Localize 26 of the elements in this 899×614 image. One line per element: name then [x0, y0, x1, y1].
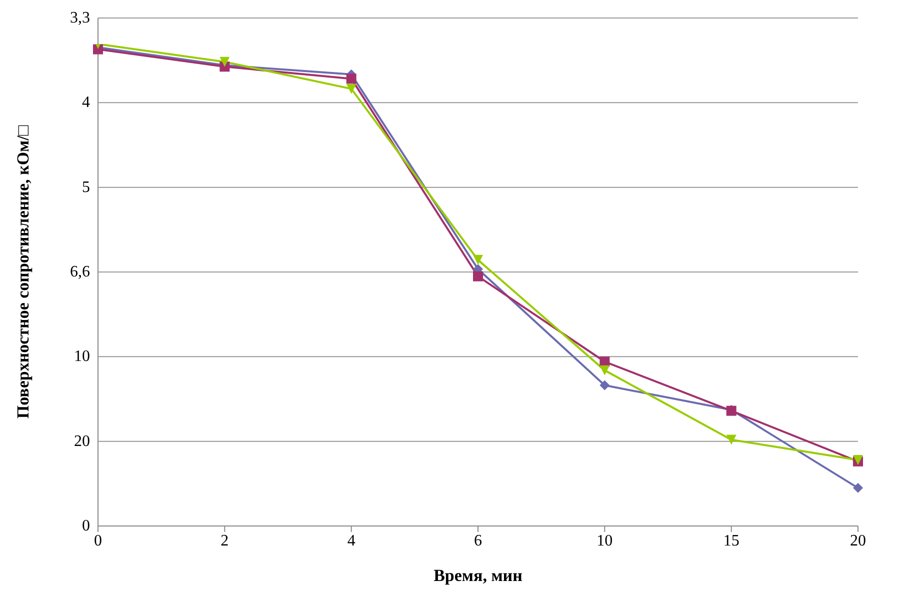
point [600, 365, 610, 376]
point [600, 356, 610, 367]
text: 0 [82, 518, 90, 534]
point [726, 434, 736, 445]
x-tick-label: 0 [94, 532, 102, 550]
point [346, 84, 356, 94]
text: 3,3 [70, 10, 90, 26]
point [220, 56, 230, 67]
x-axis-title: Время, мин [434, 566, 523, 585]
x-tick-label: 15 [723, 532, 740, 550]
y-axis-title: Поверхностное сопротивление, кОм/□ [14, 125, 34, 419]
point [600, 380, 610, 390]
point [346, 74, 356, 84]
x-tick-label: 2 [220, 532, 229, 550]
x-tick-label: 6 [474, 532, 482, 550]
text: 6,6 [70, 264, 90, 280]
point [853, 482, 863, 493]
x-tick-label: 10 [596, 532, 613, 550]
x-tick-label: 20 [850, 532, 866, 550]
point [473, 254, 483, 265]
x-tick-label: 4 [347, 532, 356, 550]
text: 10 [74, 348, 90, 366]
text: 4 [82, 94, 90, 112]
point [473, 271, 483, 282]
text: 20 [74, 432, 90, 450]
text: 5 [82, 178, 90, 196]
